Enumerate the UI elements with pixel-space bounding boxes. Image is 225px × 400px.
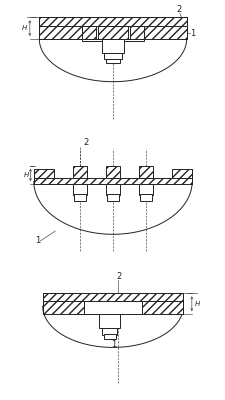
Text: 1: 1	[35, 236, 40, 244]
Text: H: H	[22, 25, 27, 31]
Bar	[138, 184, 153, 195]
Bar	[82, 38, 143, 40]
Bar	[140, 194, 151, 201]
Bar	[83, 301, 95, 314]
Text: 2: 2	[176, 5, 181, 14]
Bar	[39, 18, 186, 26]
Bar	[34, 178, 191, 184]
Bar	[104, 334, 115, 339]
Bar	[101, 328, 117, 334]
Bar	[34, 169, 53, 178]
Bar	[104, 53, 121, 60]
Bar	[74, 194, 86, 201]
Bar	[43, 294, 182, 301]
Bar	[107, 194, 118, 201]
Bar	[97, 26, 128, 39]
Bar	[143, 25, 186, 39]
Text: 1: 1	[111, 340, 116, 348]
Bar	[82, 26, 95, 39]
Bar	[83, 301, 142, 314]
Bar	[39, 25, 82, 39]
Bar	[73, 166, 87, 178]
Bar	[130, 301, 142, 314]
Bar	[43, 301, 83, 314]
Bar	[101, 39, 124, 54]
Text: 1: 1	[189, 29, 195, 38]
Text: H: H	[23, 172, 29, 178]
Bar	[138, 166, 152, 178]
Bar	[72, 184, 87, 195]
Bar	[106, 59, 119, 63]
Bar	[95, 301, 121, 314]
Text: H: H	[194, 301, 199, 307]
Bar	[172, 169, 191, 178]
Text: 2: 2	[83, 138, 88, 147]
Bar	[99, 314, 119, 328]
Bar	[142, 301, 182, 314]
Bar	[105, 184, 120, 195]
Bar	[106, 166, 119, 178]
Text: 2: 2	[116, 272, 121, 281]
Bar	[130, 26, 143, 39]
